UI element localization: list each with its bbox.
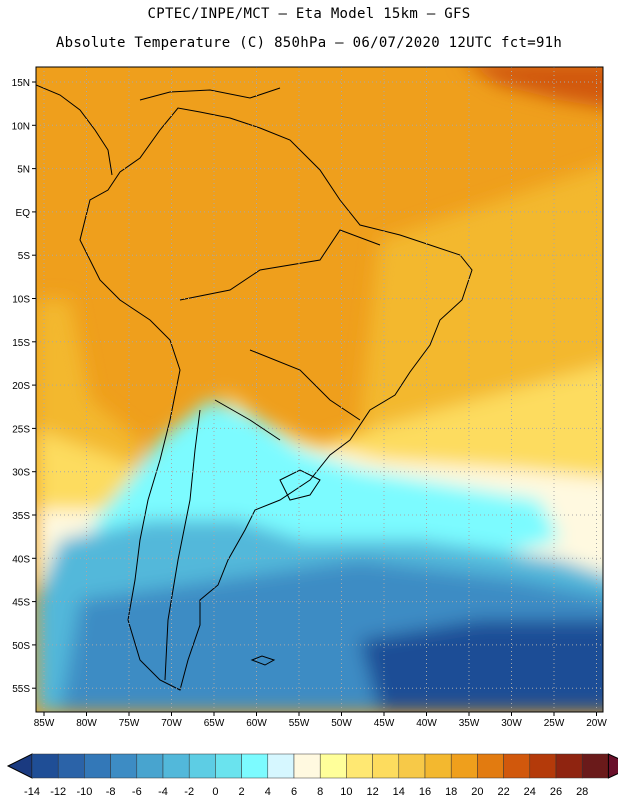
colorbar-tick-label: 20 [471,786,483,798]
lat-label: 30S [12,468,30,479]
map-subtitle: Absolute Temperature (C) 850hPa – 06/07/… [55,35,563,51]
lat-label: 15N [12,78,30,89]
lat-label: 15S [12,338,30,349]
colorbar-over-arrow [607,753,618,779]
colorbar-tick-label: 24 [524,786,536,798]
lon-label: 60W [246,718,267,729]
colorbar-swatch [31,753,59,779]
colorbar-tick-label: 0 [212,786,218,798]
colorbar-swatch [57,753,85,779]
colorbar-tick-label: -10 [76,786,92,798]
lat-label: 10S [12,295,30,306]
lat-lon-grid [36,67,603,712]
colorbar-tick-label: 2 [239,786,245,798]
colorbar-tick-label: 16 [419,786,431,798]
lat-label: 35S [12,511,30,522]
lon-label: 65W [204,718,225,729]
lat-label: 50S [12,641,30,652]
colorbar-swatch [372,753,400,779]
colorbar-swatch [346,753,373,779]
lat-label: 25S [12,424,30,435]
colorbar-tick-label: -8 [106,786,116,798]
colorbar-tick-label: -4 [158,786,168,798]
lat-label: 55S [12,684,30,695]
colorbar-swatch [241,753,269,779]
lat-label: 10N [12,121,30,132]
lat-label: 40S [12,554,30,565]
colorbar-swatch [84,753,111,779]
map-title: CPTEC/INPE/MCT – Eta Model 15km – GFS [147,6,471,22]
colorbar-swatch [267,753,295,779]
colorbar-tick-label: 12 [366,786,378,798]
latitude-labels: 15N 10N 5N EQ 5S 10S 15S 20S 25S 30S 35S 40S 45S 50S 5… [12,78,36,695]
colorbar-tick-label: -2 [184,786,194,798]
colorbar-tick-label: 26 [550,786,562,798]
colorbar-swatch [319,753,347,779]
colorbar-swatch [188,753,216,779]
lon-label: 50W [331,718,352,729]
plot-frame [35,66,604,713]
lon-label: 55W [289,718,310,729]
colorbar-swatch [555,753,583,779]
colorbar-tick-label: -6 [132,786,142,798]
lon-label: 25W [544,718,565,729]
colorbar-tick-label: 10 [340,786,352,798]
colorbar-swatch [424,753,452,779]
lon-label: 30W [501,718,522,729]
lon-label: 80W [76,718,97,729]
colorbar-tick-label: 4 [265,786,271,798]
colorbar-swatch [136,753,164,779]
colorbar-tick-label: 18 [445,786,457,798]
colorbar-swatch [398,753,426,779]
colorbar-tick-label: 6 [291,786,297,798]
colorbar-swatch [293,753,321,779]
lat-label: 5S [18,251,31,262]
colorbar-swatch [529,753,557,779]
lat-label: 45S [12,598,30,609]
temperature-field [36,67,603,712]
colorbar-swatch [162,753,190,779]
colorbar-swatch [110,753,138,779]
lon-label: 35W [459,718,480,729]
colorbar-swatch [450,753,478,779]
colorbar: -14 -12 -10 -8 -6 -4 -2 0 2 4 6 8 10 12 14 16 18 20 22 24 26… [6,753,618,798]
colorbar-tick-label: -14 [24,786,40,798]
colorbar-tick-label: 28 [576,786,588,798]
colorbar-swatch [215,753,242,779]
lon-label: 85W [34,718,55,729]
longitude-labels: 85W 80W 75W 70W 65W 60W 55W 50W 45W 40W 35W 30W 25W 2… [34,712,607,729]
lon-label: 70W [161,718,182,729]
temperature-map: 15N 10N 5N EQ 5S 10S 15S 20S 25S 30S 35S 40S 45S 50S 5… [6,66,618,798]
colorbar-tick-label: -12 [50,786,66,798]
lat-label: 5N [17,165,30,176]
colorbar-tick-label: 14 [393,786,405,798]
lon-label: 40W [416,718,437,729]
lon-label: 75W [119,718,140,729]
colorbar-swatch [581,753,609,779]
colorbar-tick-label: 8 [317,786,323,798]
lon-label: 45W [374,718,395,729]
colorbar-tick-label: 22 [497,786,509,798]
lon-label: 20W [586,718,607,729]
lat-label: EQ [16,208,31,219]
colorbar-swatch [503,753,531,779]
lat-label: 20S [12,381,30,392]
colorbar-swatch [477,753,504,779]
colorbar-under-arrow [6,753,33,779]
